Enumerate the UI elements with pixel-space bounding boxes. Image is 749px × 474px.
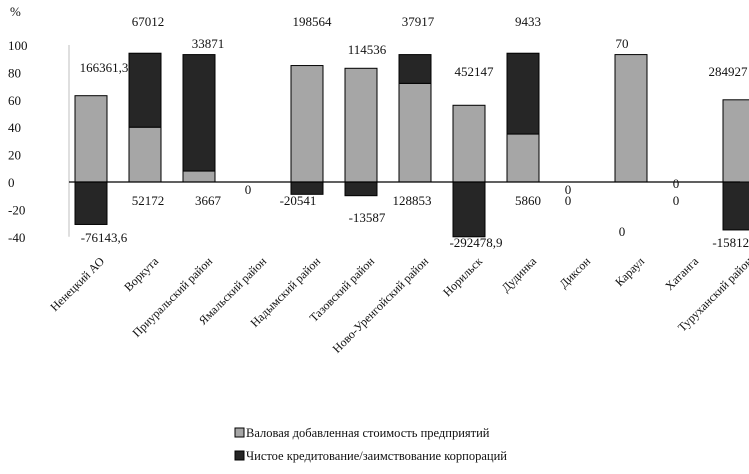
x-category-label: Ненецкий АО bbox=[47, 254, 107, 314]
bar-value-added bbox=[398, 82, 432, 183]
x-category-label: Норильск bbox=[440, 254, 485, 299]
x-category-label: Дудинка bbox=[499, 254, 540, 295]
data-label-top: 166361,3 bbox=[80, 60, 129, 75]
bar-value-added bbox=[182, 170, 216, 183]
bar-value-added bbox=[614, 54, 648, 183]
data-label-bottom: -20541 bbox=[280, 193, 317, 208]
x-category-label: Воркута bbox=[121, 254, 161, 294]
data-label-bottom: 128853 bbox=[393, 193, 432, 208]
bar-net-lending bbox=[722, 181, 749, 231]
data-label-top: 114536 bbox=[348, 42, 387, 57]
bar-net-lending bbox=[182, 54, 216, 172]
data-label-top: 452147 bbox=[455, 64, 495, 79]
data-label-top: 37917 bbox=[402, 14, 435, 29]
data-label-top: 0 bbox=[673, 176, 680, 191]
data-label-bottom: 52172 bbox=[132, 193, 165, 208]
bar-value-added bbox=[128, 126, 162, 183]
y-tick-label: 20 bbox=[8, 148, 21, 163]
x-category-label: Караул bbox=[612, 254, 647, 289]
bar-net-lending bbox=[344, 181, 378, 197]
data-label-bottom: -76143,6 bbox=[81, 230, 128, 245]
bar-value-added bbox=[452, 104, 486, 183]
data-label-bottom: -158123 bbox=[712, 235, 749, 250]
data-label-top: 0 bbox=[565, 182, 572, 197]
data-label-top: 284927 bbox=[709, 64, 749, 79]
bars bbox=[69, 52, 749, 238]
bar-net-lending bbox=[506, 52, 540, 135]
bar-net-lending bbox=[128, 52, 162, 128]
data-label-top: 9433 bbox=[515, 14, 541, 29]
y-axis: -40 -20 0 20 40 60 80 100% bbox=[8, 4, 70, 245]
bar-net-lending bbox=[398, 54, 432, 84]
legend-label: Валовая добавленная стоимость предприяти… bbox=[246, 426, 490, 440]
y-tick-label: 80 bbox=[8, 65, 21, 80]
x-category-label: Хатанга bbox=[662, 254, 701, 293]
y-tick-label: 40 bbox=[8, 120, 21, 135]
data-label-bottom: 0 bbox=[619, 224, 626, 239]
y-tick-label: 60 bbox=[8, 93, 21, 108]
x-category-label: Диксон bbox=[556, 254, 593, 291]
data-label-top: 67012 bbox=[132, 14, 165, 29]
data-label-bottom: -13587 bbox=[349, 210, 386, 225]
bar-value-added bbox=[506, 133, 540, 183]
data-label-bottom: 0 bbox=[673, 193, 680, 208]
data-label-bottom: 3667 bbox=[195, 193, 222, 208]
data-label-top: 198564 bbox=[293, 14, 333, 29]
bar-value-added bbox=[344, 67, 378, 183]
data-label-bottom: 5860 bbox=[515, 193, 541, 208]
legend: Валовая добавленная стоимость предприяти… bbox=[234, 426, 507, 463]
bar-net-lending bbox=[74, 181, 108, 225]
data-label-top: 70 bbox=[616, 36, 629, 51]
y-tick-label: -40 bbox=[8, 230, 25, 245]
data-label-top: 0 bbox=[245, 182, 252, 197]
y-tick-label: 0 bbox=[8, 175, 15, 190]
y-tick-label: -20 bbox=[8, 202, 25, 217]
y-axis-unit: % bbox=[10, 4, 21, 19]
y-tick-label: 100 bbox=[8, 38, 28, 53]
data-label-top: 33871 bbox=[192, 36, 225, 51]
bar-net-lending bbox=[452, 181, 486, 238]
bar-value-added bbox=[722, 99, 749, 183]
legend-label: Чистое кредитование/заимствование корпор… bbox=[246, 449, 507, 463]
data-labels: 166361,3 67012 33871 0 198564 114536 37917 4521… bbox=[80, 14, 749, 250]
data-label-bottom: -292478,9 bbox=[449, 235, 502, 250]
bar-value-added bbox=[74, 95, 108, 183]
x-category-label: Ново-Уренгойский район bbox=[330, 254, 432, 356]
data-label-bottom: 0 bbox=[565, 193, 572, 208]
legend-swatch bbox=[234, 427, 245, 438]
legend-swatch bbox=[234, 450, 245, 461]
bar-value-added bbox=[290, 65, 324, 183]
